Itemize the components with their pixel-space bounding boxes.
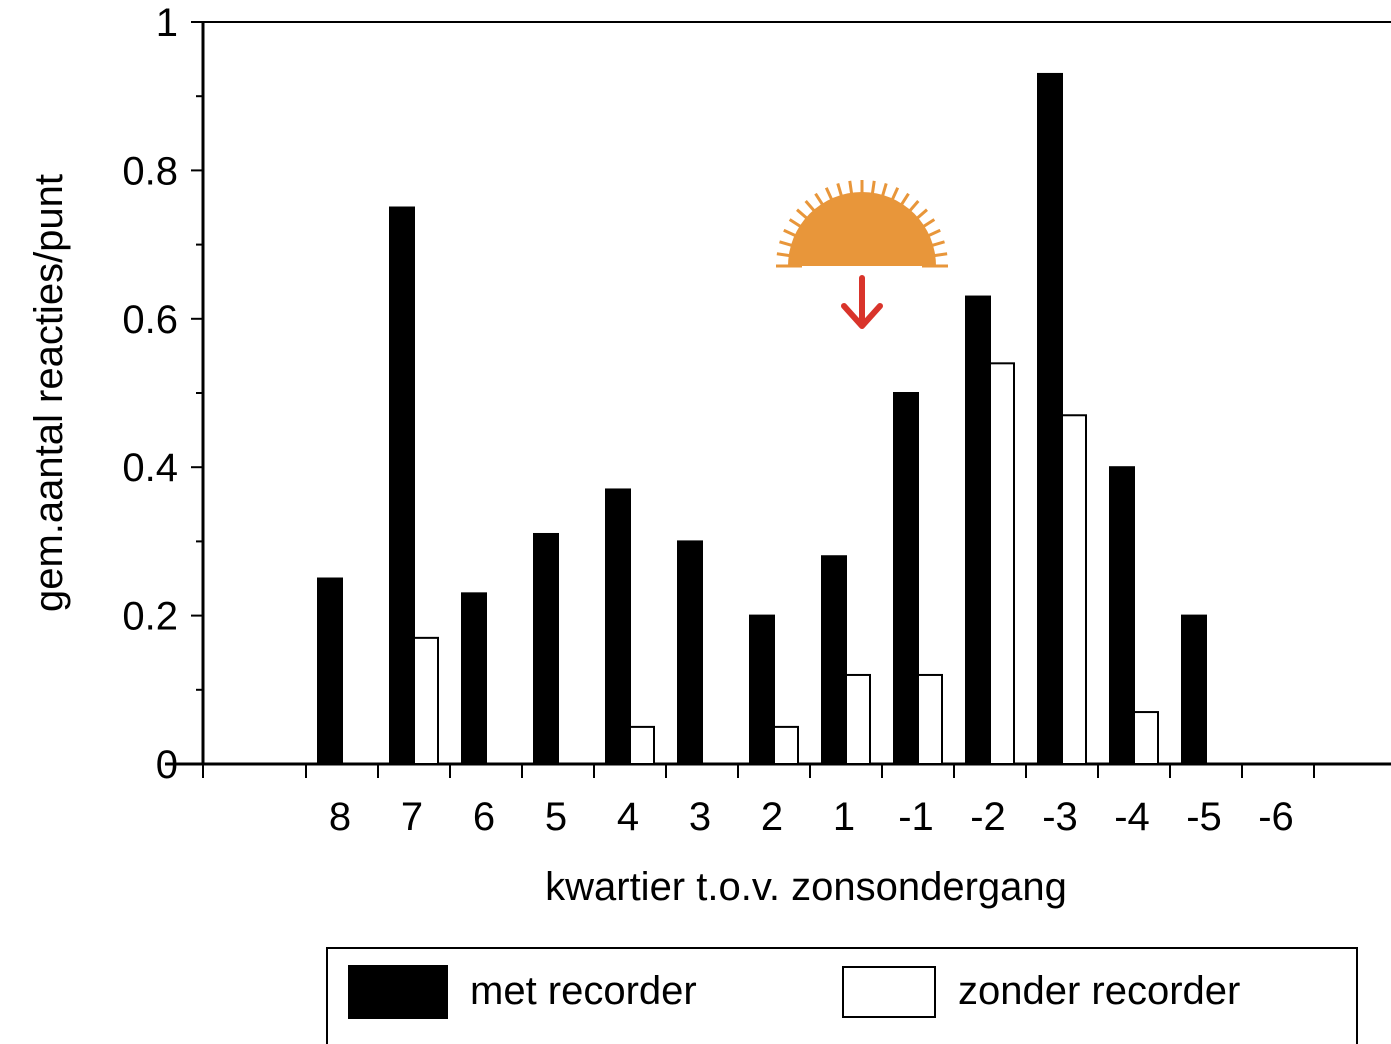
y-tick-label: 0.2 bbox=[122, 595, 178, 639]
x-tick-label: 3 bbox=[689, 795, 711, 839]
legend-frame bbox=[326, 947, 1358, 1044]
legend-swatch-met-recorder bbox=[348, 965, 448, 1019]
legend-label-met-recorder: met recorder bbox=[470, 969, 697, 1013]
bar-met-recorder bbox=[677, 540, 703, 766]
bars bbox=[317, 72, 1207, 766]
x-axis: 8 7 6 5 4 3 2 1 -1 -2 -3 -4 -5 -6 bbox=[165, 762, 1391, 839]
bar-zonder-recorder bbox=[629, 725, 655, 766]
x-tick-label: -2 bbox=[970, 795, 1006, 839]
x-tick-label: 2 bbox=[761, 795, 783, 839]
bar-met-recorder bbox=[461, 592, 487, 766]
bar-met-recorder bbox=[533, 532, 559, 765]
bar-met-recorder bbox=[965, 295, 991, 765]
bar-met-recorder bbox=[1109, 466, 1135, 765]
legend-swatch-zonder-recorder bbox=[842, 966, 936, 1018]
x-tick-label: -1 bbox=[898, 795, 934, 839]
sun-half-disc bbox=[788, 192, 936, 266]
sunset-icon bbox=[776, 180, 948, 329]
bar-zonder-recorder bbox=[1133, 711, 1159, 765]
y-tick-label: 0.4 bbox=[122, 446, 178, 490]
x-tick-label: 8 bbox=[329, 795, 351, 839]
x-tick-label: 5 bbox=[545, 795, 567, 839]
x-tick-label: -3 bbox=[1042, 795, 1078, 839]
x-tick-label: -5 bbox=[1186, 795, 1222, 839]
x-axis-title: kwartier t.o.v. zonsondergang bbox=[545, 865, 1067, 909]
bar-zonder-recorder bbox=[773, 725, 799, 766]
bar-met-recorder bbox=[605, 488, 631, 765]
bar-met-recorder bbox=[1181, 614, 1207, 765]
bar-zonder-recorder bbox=[1061, 414, 1087, 765]
y-axis: 00.20.40.60.81 bbox=[122, 1, 1391, 787]
x-tick-label: -6 bbox=[1258, 795, 1294, 839]
bar-met-recorder bbox=[821, 555, 847, 765]
bar-met-recorder bbox=[749, 614, 775, 765]
y-axis-title: gem.aantal reacties/punt bbox=[27, 174, 71, 612]
bar-met-recorder bbox=[1037, 72, 1063, 765]
y-tick-label: 0.8 bbox=[122, 149, 178, 193]
legend-label-zonder-recorder: zonder recorder bbox=[958, 969, 1240, 1013]
y-tick-label: 1 bbox=[156, 1, 178, 45]
y-tick-label: 0.6 bbox=[122, 298, 178, 342]
bar-zonder-recorder bbox=[989, 362, 1015, 765]
x-tick-label: 6 bbox=[473, 795, 495, 839]
bar-zonder-recorder bbox=[413, 636, 439, 765]
x-tick-label: 4 bbox=[617, 795, 639, 839]
x-tick-label: 1 bbox=[833, 795, 855, 839]
bar-met-recorder bbox=[317, 577, 343, 765]
x-tick-label: 7 bbox=[401, 795, 423, 839]
x-tick-label: -4 bbox=[1114, 795, 1150, 839]
bar-met-recorder bbox=[893, 392, 919, 765]
legend: met recorder zonder recorder bbox=[326, 947, 1358, 1044]
bar-met-recorder bbox=[389, 206, 415, 765]
down-arrow-head bbox=[841, 303, 883, 329]
bar-zonder-recorder bbox=[845, 673, 871, 766]
bar-zonder-recorder bbox=[917, 673, 943, 766]
